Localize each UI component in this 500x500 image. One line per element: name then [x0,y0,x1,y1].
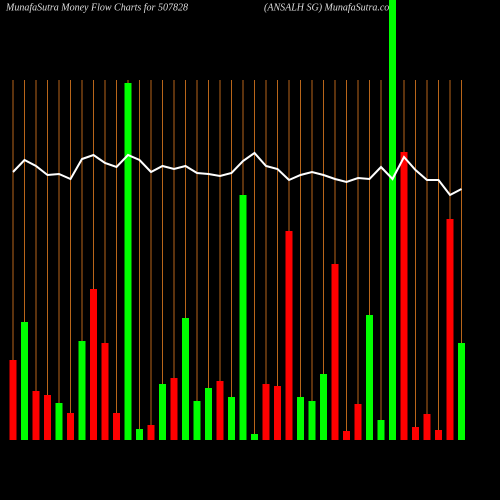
bar [228,397,235,440]
bar [9,360,17,440]
bar [331,264,339,440]
bar [205,388,212,440]
bar [32,391,40,440]
bar [412,427,419,440]
chart-title: MunafaSutra Money Flow Charts for 507828 [5,2,188,13]
bar [147,425,155,440]
bar [251,434,258,440]
line [12,151,462,197]
bar [170,378,178,440]
bar [90,289,97,440]
bar [446,219,454,440]
bar [389,0,396,440]
bar [262,384,270,440]
bar [182,318,189,440]
bar [136,429,143,440]
bar [366,315,373,440]
bar [435,430,442,440]
bar [21,322,28,440]
bar [285,231,293,440]
bar [113,413,120,440]
bar [297,397,304,440]
bar [320,374,327,440]
bar [400,152,408,440]
bar [193,401,201,440]
bar [458,343,465,440]
chart-subtitle: (ANSALH SG) MunafaSutra.com [264,2,397,13]
bar [377,420,385,440]
bar [354,404,362,440]
bar [423,414,431,440]
bar [78,341,86,440]
bar [67,413,74,440]
bar [308,401,316,440]
bar [101,343,109,440]
bar [44,395,51,440]
bar [343,431,350,440]
bar [159,384,166,440]
bar [239,195,247,440]
bar [55,403,63,440]
bar [216,381,224,440]
bar [124,83,132,440]
bar [274,386,281,440]
